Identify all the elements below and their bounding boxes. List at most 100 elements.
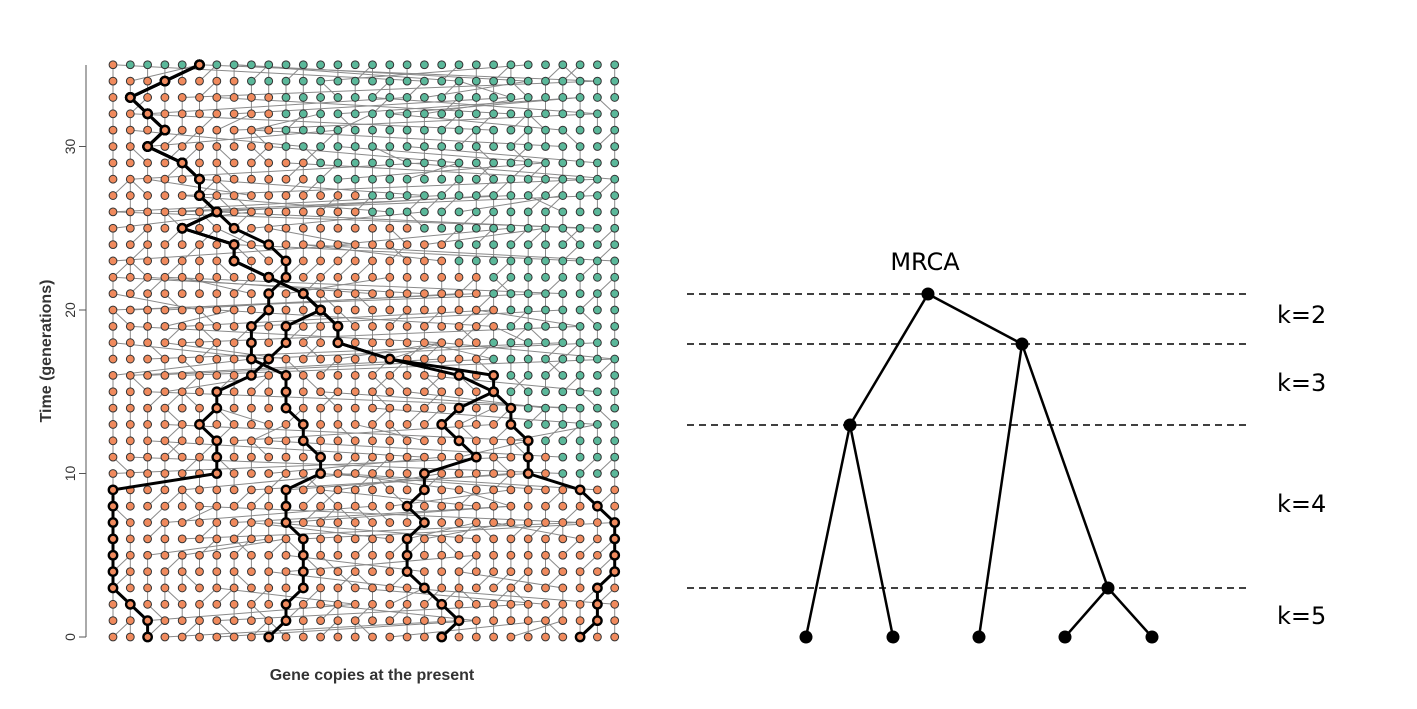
gene-copy-node [420,158,429,168]
gene-copy-node [420,632,429,642]
gene-copy-node [108,60,118,70]
gene-copy-node [523,93,533,102]
gene-copy-node [350,403,360,413]
lineage-node [453,369,465,381]
gene-copy-node [402,158,412,168]
parent-link [527,195,564,213]
gene-copy-node [523,125,533,135]
gene-copy-node [298,518,308,527]
gene-copy-node [506,436,516,446]
gene-copy-node [575,142,585,151]
lineage-node [211,206,223,218]
gene-copy-node [125,240,135,250]
gene-copy-node [195,550,204,560]
gene-copy-node [264,518,274,527]
gene-copy-node [247,109,256,119]
gene-copy-node [350,550,360,560]
gene-copy-node [333,76,343,86]
gene-copy-node [385,240,395,250]
gene-copy-node [368,501,377,511]
gene-copy-node [593,436,602,446]
gene-copy-node [298,321,308,331]
parent-link [182,276,252,295]
gene-copy-node [437,93,447,102]
gene-copy-node [281,125,291,135]
lineage-node [107,517,119,528]
gene-copy-node [368,632,377,642]
tree-nodes [799,287,1159,644]
gene-copy-node [247,207,256,217]
gene-copy-node [108,436,118,446]
gene-copy-node [420,616,429,626]
gene-copy-node [264,371,274,380]
gene-copy-node [298,403,308,413]
gene-copy-node [471,76,481,86]
gene-copy-node [264,452,274,462]
gene-copy-node [229,387,239,397]
gene-copy-node [558,501,568,511]
gene-copy-node [350,240,360,250]
gene-copy-node [143,321,153,331]
gene-copy-node [541,321,550,331]
gene-copy-node [368,371,377,380]
gene-copy-node [229,534,239,544]
gene-copy-node [264,420,274,429]
gene-copy-node [454,256,464,266]
gene-copy-node [541,142,550,151]
gene-copy-node [143,60,153,70]
gene-copy-node [333,567,343,576]
gene-copy-node [558,338,568,348]
gene-copy-node [143,534,153,544]
gene-copy-node [558,452,568,462]
gene-copy-node [385,518,395,527]
gene-copy-node [316,338,326,348]
gene-copy-node [385,583,395,593]
lineage-node [522,468,534,479]
gene-copy-node [454,60,464,70]
gene-copy-node [298,142,308,151]
gene-copy-node [437,485,447,495]
gene-copy-node [350,387,360,397]
gene-copy-node [264,76,274,86]
lineage-node [488,386,499,398]
gene-copy-node [523,632,533,642]
gene-copy-node [108,142,118,151]
gene-copy-node [108,125,118,135]
branch-internal-tip5 [1107,587,1153,638]
gene-copy-node [471,469,481,478]
gene-copy-node [506,469,516,478]
gene-copy-node [350,305,360,315]
gene-copy-node [125,420,135,429]
gene-copy-node [489,207,499,217]
lineage-node [142,615,154,627]
gene-copy-node [160,354,170,364]
gene-copy-node [350,452,360,462]
gene-copy-node [264,191,274,200]
gene-copy-node [610,60,620,70]
gene-copy-node [108,599,118,609]
gene-copy-node [506,93,516,102]
gene-copy-node [195,272,204,282]
gene-copy-node [350,76,360,86]
gene-copy-node [454,240,464,250]
gene-copy-node [523,371,533,380]
lineage-node [401,500,413,512]
gene-copy-node [333,289,343,299]
gene-copy-node [212,501,222,511]
gene-copy-node [385,534,395,544]
gene-copy-node [385,567,395,576]
lineage-node [315,468,326,479]
gene-copy-node [229,272,239,282]
gene-copy-node [610,174,620,184]
gene-copy-node [523,485,533,495]
parent-link [234,423,494,442]
gene-copy-node [593,223,602,233]
gene-copy-node [420,436,429,446]
gene-copy-node [281,174,291,184]
gene-copy-node [333,60,343,70]
gene-copy-node [229,109,239,119]
gene-copy-node [333,485,343,495]
gene-copy-node [350,174,360,184]
lineage-node [211,402,223,414]
parent-link [216,587,356,605]
